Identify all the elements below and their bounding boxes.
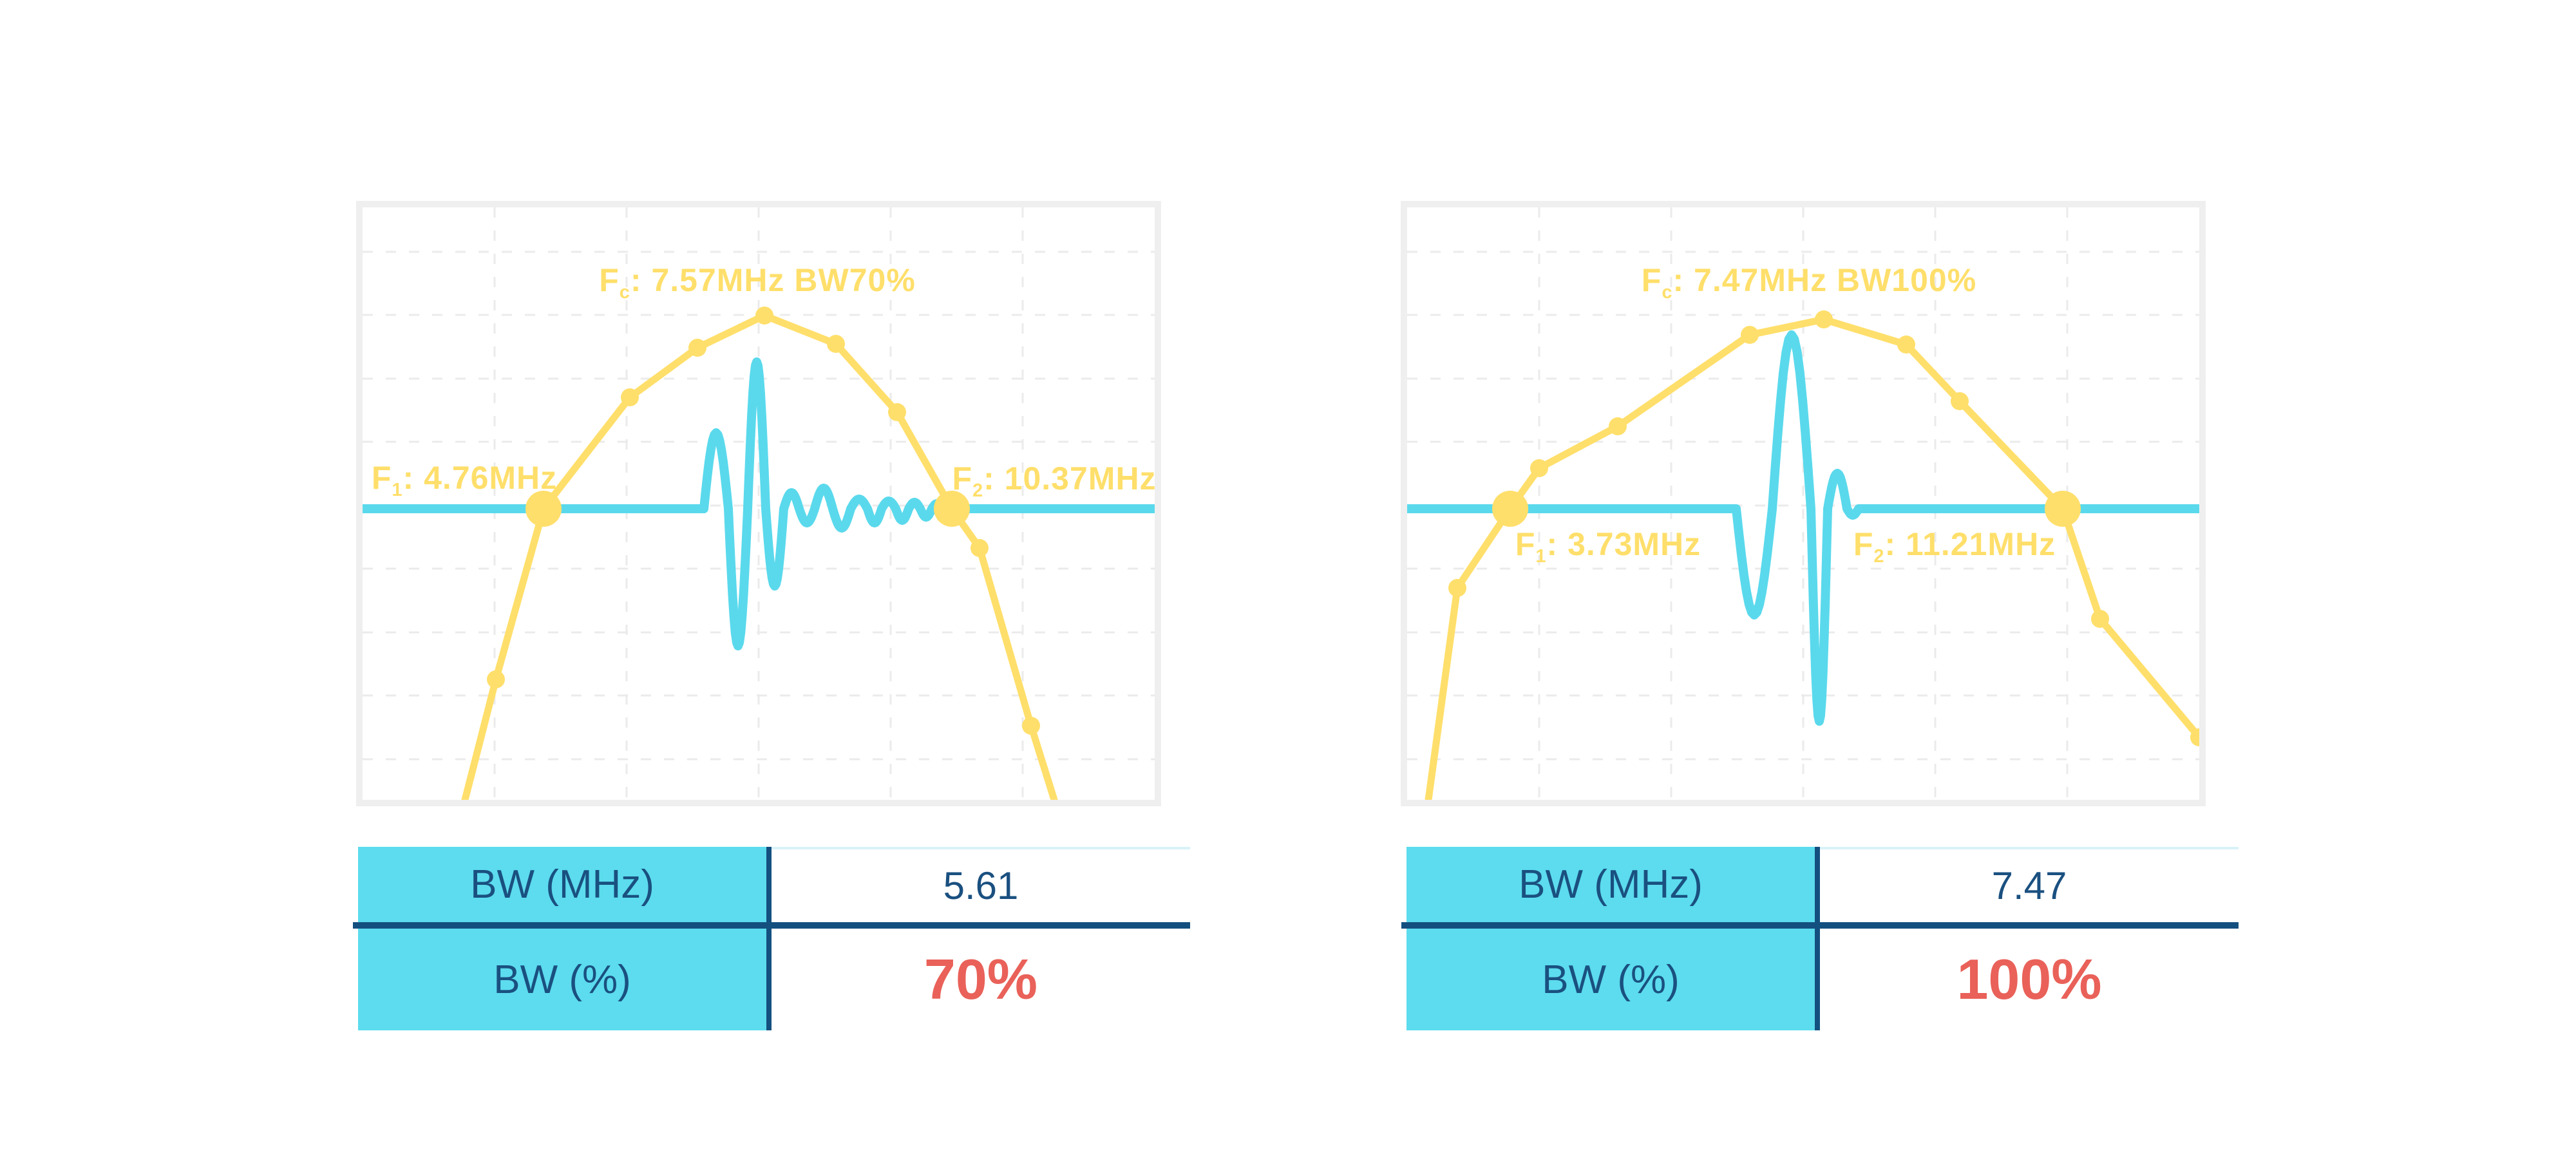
bw-mhz-value: 5.61 <box>943 864 1019 907</box>
f1-annotation: F1: 3.73MHz <box>1515 525 1701 566</box>
chart-left-narrowband: Fc: 7.57MHz BW70% F1: 4.76MHz F2: 10.37M… <box>356 201 1161 806</box>
table-top-hairline <box>766 847 1190 849</box>
bw-mhz-header: BW (MHz) <box>358 847 766 922</box>
fc-annotation: Fc: 7.57MHz BW70% <box>599 261 916 302</box>
fc-annotation-rest: : 7.57MHz BW70% <box>630 262 916 298</box>
fc-annotation-rest: : 7.47MHz BW100% <box>1672 262 1977 298</box>
bw-table-left: BW (MHz) 5.61 BW (%) 70% <box>353 847 1190 1030</box>
f1-annotation: F1: 4.76MHz <box>371 459 558 500</box>
chart-left-plot <box>363 207 1155 800</box>
bw-pct-header: BW (%) <box>358 929 766 1030</box>
bw-pct-header: BW (%) <box>1406 929 1815 1030</box>
f2-annotation-rest: : 11.21MHz <box>1884 526 2056 562</box>
f1-annotation-sub: 1 <box>1535 546 1547 567</box>
fc-annotation-prefix: F <box>1641 262 1662 298</box>
f1-annotation-prefix: F <box>371 460 392 496</box>
table-top-hairline <box>1815 847 2239 849</box>
f2-annotation-sub: 2 <box>972 480 984 501</box>
bw-pct-value: 100% <box>1956 947 2102 1011</box>
f1-annotation-rest: : 3.73MHz <box>1546 526 1701 562</box>
chart-right-plot <box>1407 207 2199 800</box>
fc-annotation-prefix: F <box>599 262 620 298</box>
fc-annotation-sub: c <box>1662 282 1673 303</box>
f2-annotation-rest: : 10.37MHz <box>983 460 1157 497</box>
bw-pct-value: 70% <box>923 947 1038 1011</box>
chart-right-broadband: Fc: 7.47MHz BW100% F1: 3.73MHz F2: 11.21… <box>1401 201 2206 806</box>
f2-annotation-prefix: F <box>952 460 972 497</box>
f2-annotation: F2: 10.37MHz <box>952 460 1157 500</box>
bw-mhz-value: 7.47 <box>1991 864 2067 907</box>
table-vertical-divider <box>1815 847 1820 1030</box>
table-vertical-divider <box>766 847 772 1030</box>
fc-annotation-sub: c <box>619 282 630 303</box>
f1-annotation-prefix: F <box>1515 526 1536 562</box>
f2-annotation: F2: 11.21MHz <box>1853 525 2056 566</box>
table-horizontal-divider <box>353 922 1190 929</box>
bw-mhz-header: BW (MHz) <box>1406 847 1815 922</box>
fc-annotation: Fc: 7.47MHz BW100% <box>1641 261 1977 302</box>
bw-table-right: BW (MHz) 7.47 BW (%) 100% <box>1401 847 2239 1030</box>
f1-annotation-rest: : 4.76MHz <box>402 460 558 496</box>
f2-annotation-sub: 2 <box>1873 546 1885 567</box>
f2-annotation-prefix: F <box>1853 526 1874 562</box>
f1-annotation-sub: 1 <box>392 480 403 500</box>
table-horizontal-divider <box>1401 922 2239 929</box>
